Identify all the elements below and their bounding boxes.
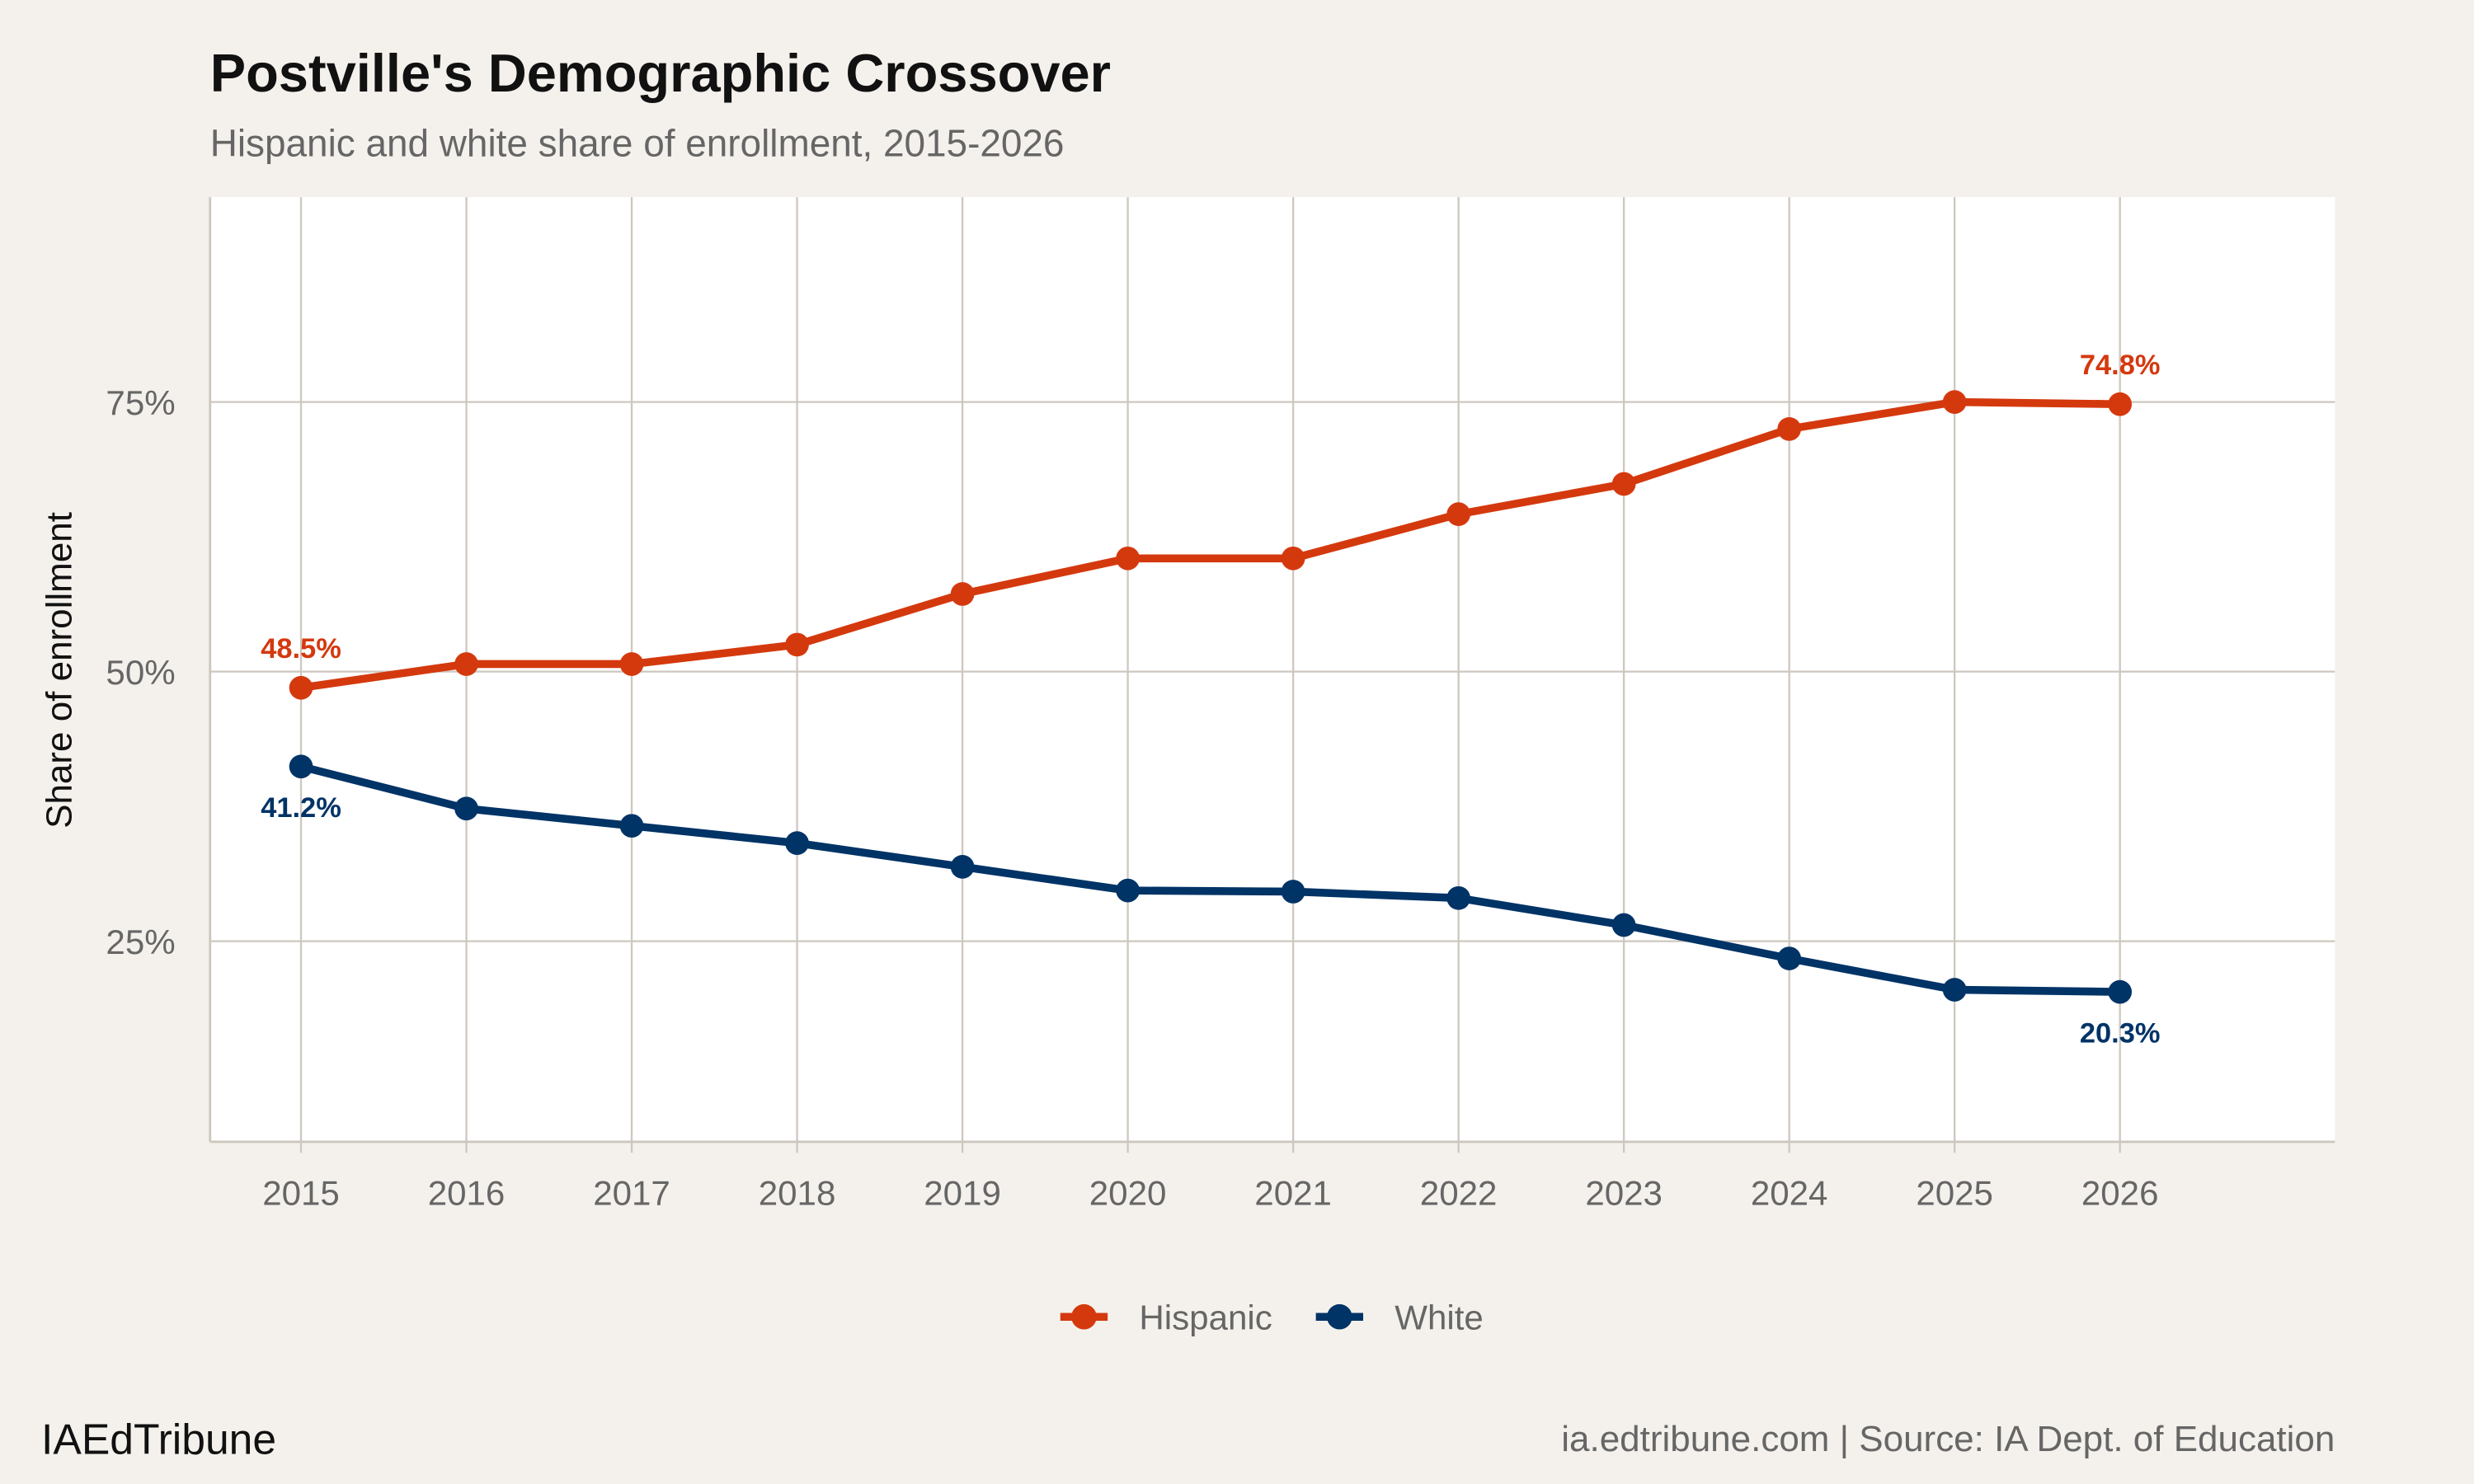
hispanic-point bbox=[1777, 416, 1801, 441]
hispanic-legend-marker bbox=[1071, 1303, 1097, 1330]
x-tick-label: 2019 bbox=[924, 1173, 1001, 1212]
white-point bbox=[289, 754, 313, 779]
white-line bbox=[299, 763, 2120, 996]
chart-subtitle: Hispanic and white share of enrollment, … bbox=[210, 121, 1065, 164]
y-tick-label: 50% bbox=[106, 653, 175, 692]
white-point bbox=[1116, 878, 1140, 903]
white-point bbox=[454, 796, 478, 821]
white-point bbox=[950, 855, 975, 879]
legend: Hispanic White bbox=[1060, 1298, 1484, 1337]
hispanic-point bbox=[289, 675, 313, 700]
hispanic-point bbox=[619, 652, 644, 676]
y-tick-label: 75% bbox=[106, 383, 175, 422]
chart-title: Postville's Demographic Crossover bbox=[210, 43, 1111, 103]
hispanic-point bbox=[1116, 546, 1140, 571]
source-note: ia.edtribune.com | Source: IA Dept. of E… bbox=[1561, 1419, 2335, 1459]
white-point bbox=[1942, 978, 1967, 1002]
hispanic-point bbox=[950, 582, 975, 606]
y-axis-label: Share of enrollment bbox=[39, 512, 79, 829]
x-tick-label: 2017 bbox=[593, 1173, 670, 1212]
hispanic-point bbox=[1446, 502, 1470, 527]
white-point bbox=[1446, 885, 1470, 910]
white-point bbox=[1777, 946, 1801, 970]
x-tick-label: 2016 bbox=[428, 1173, 506, 1212]
x-tick-label: 2025 bbox=[1916, 1173, 1993, 1212]
white-point bbox=[1281, 880, 1305, 904]
plot-panel bbox=[209, 197, 2335, 1142]
white-point bbox=[2108, 979, 2133, 1004]
x-tick-label: 2024 bbox=[1751, 1173, 1828, 1212]
white-legend-marker bbox=[1327, 1303, 1352, 1330]
x-tick-label: 2023 bbox=[1585, 1173, 1663, 1212]
white-point bbox=[785, 831, 809, 855]
x-tick-label: 2015 bbox=[262, 1173, 340, 1212]
hispanic-data-label: 74.8% bbox=[2080, 350, 2161, 381]
hispanic-point bbox=[454, 652, 478, 676]
x-tick-label: 2020 bbox=[1089, 1173, 1167, 1212]
white-point bbox=[1611, 913, 1636, 937]
hispanic-point bbox=[2108, 392, 2133, 416]
hispanic-point bbox=[1281, 546, 1305, 571]
hispanic-point bbox=[1611, 472, 1636, 496]
hispanic-point bbox=[1942, 390, 1967, 414]
white-point bbox=[619, 814, 644, 838]
x-tick-label: 2022 bbox=[1420, 1173, 1498, 1212]
white-data-label: 20.3% bbox=[2080, 1017, 2161, 1049]
hispanic-point bbox=[785, 632, 809, 657]
hispanic-data-label: 48.5% bbox=[261, 633, 341, 665]
brand-label: IAEdTribune bbox=[41, 1416, 276, 1463]
x-tick-label: 2021 bbox=[1254, 1173, 1332, 1212]
series-layer: 48.5% 74.8% 41.2% 20.3% bbox=[261, 350, 2160, 1049]
hispanic-line bbox=[300, 397, 2120, 692]
y-tick-label: 25% bbox=[106, 923, 175, 961]
x-tick-label: 2026 bbox=[2081, 1173, 2159, 1212]
white-legend-label: White bbox=[1395, 1298, 1484, 1337]
white-data-label: 41.2% bbox=[261, 792, 341, 824]
x-tick-label: 2018 bbox=[759, 1173, 836, 1212]
hispanic-legend-label: Hispanic bbox=[1139, 1298, 1272, 1337]
axes: 25% 50% 75% 2015 2016 2017 2018 2019 2020 2021 202… bbox=[106, 197, 2335, 1212]
